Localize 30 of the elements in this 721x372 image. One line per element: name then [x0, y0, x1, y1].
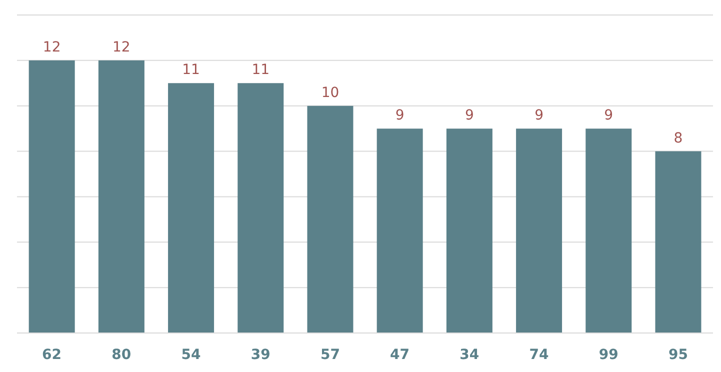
bar [307, 106, 354, 333]
x-tick-label: 39 [250, 346, 270, 363]
x-tick-label: 47 [390, 346, 410, 363]
bar [238, 83, 284, 333]
x-tick-label: 99 [598, 346, 618, 363]
data-label: 12 [42, 39, 61, 56]
bar [516, 128, 562, 333]
data-label: 12 [112, 39, 130, 56]
x-tick-label: 54 [181, 346, 201, 363]
data-label: 9 [604, 108, 614, 124]
x-tick-label: 80 [112, 346, 132, 363]
data-label: 11 [182, 62, 200, 78]
x-tick-label: 57 [320, 346, 340, 363]
data-label: 8 [674, 130, 683, 146]
bar [28, 60, 75, 333]
data-label: 10 [321, 84, 340, 101]
bar [376, 128, 423, 333]
bar [586, 128, 632, 333]
data-label: 11 [252, 62, 270, 78]
bar [98, 60, 144, 333]
bar [168, 83, 214, 333]
data-label: 9 [395, 108, 404, 124]
data-label: 9 [534, 108, 544, 124]
x-tick-label: 95 [668, 346, 688, 363]
x-tick-label: 62 [42, 346, 62, 363]
x-tick-label: 74 [529, 346, 549, 363]
data-label: 9 [464, 108, 474, 124]
bar [446, 128, 492, 333]
bar [655, 151, 702, 333]
x-tick-label: 34 [460, 346, 480, 363]
